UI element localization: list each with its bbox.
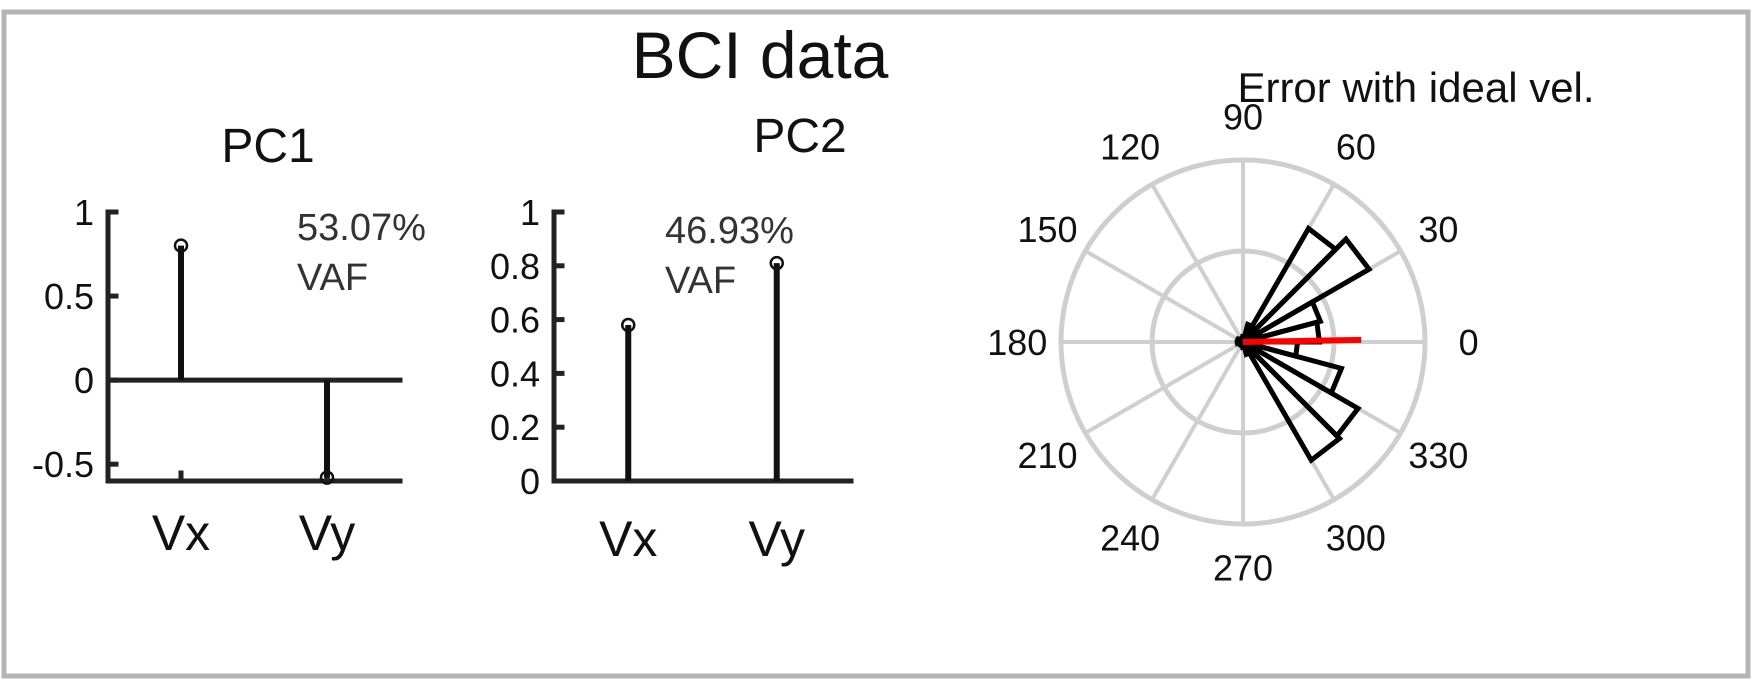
pc1-ytick-label: 0 [74, 360, 94, 401]
pc1-ytick-label: 0.5 [44, 276, 94, 317]
polar-angle-label: 90 [1223, 96, 1263, 137]
polar-ring [1058, 157, 1428, 527]
pc2-ytick-label: 0.2 [490, 407, 540, 448]
polar-mean-direction [1242, 336, 1362, 345]
pc1-vaf-label: VAF [297, 257, 368, 299]
polar-plot-area: 0 30 60 90 120 150 180 210 240 270 300 330 [987, 96, 1478, 588]
pc2-ytick-label: 0.4 [490, 353, 540, 394]
polar-angle-label: 150 [1018, 209, 1078, 250]
figure-frame [1, 9, 1751, 679]
pc1-vaf-percent: 53.07% [297, 207, 426, 249]
pc1-category-label: Vx [152, 505, 210, 561]
polar-bin-60 [1240, 321, 1256, 344]
polar-angle-label: 330 [1408, 435, 1468, 476]
polar-angle-label: 240 [1100, 517, 1160, 558]
pc1-marker-vy [319, 470, 335, 485]
pc2-chart: PC2 46.93% VAF 1 0.8 0.6 0.4 0.2 0 Vx Vy [490, 110, 854, 567]
polar-angle-label: 300 [1326, 517, 1386, 558]
pc2-category-label: Vx [599, 511, 657, 567]
polar-angle-label: 30 [1418, 209, 1458, 250]
pc1-category-label: Vy [299, 505, 356, 561]
figure-title: BCI data [632, 18, 889, 92]
polar-title: Error with ideal vel. [1237, 64, 1594, 111]
pc2-marker-vx [621, 317, 636, 333]
pc2-ytick-label: 0 [520, 461, 540, 502]
pc2-ytick-label: 1 [520, 192, 540, 233]
pc2-vaf-percent: 46.93% [665, 210, 794, 252]
pc2-category-label: Vy [749, 511, 806, 567]
pc1-ytick-label: -0.5 [32, 444, 94, 485]
pc1-chart: PC1 53.07% VAF 1 0.5 0 -0.5 Vx Vy [32, 120, 426, 561]
polar-angle-label: 210 [1018, 435, 1078, 476]
polar-angle-label: 120 [1100, 127, 1160, 168]
polar-chart: Error with ideal vel. 0 30 60 90 120 150 180 21… [987, 64, 1594, 589]
pc1-plot-area: 1 0.5 0 -0.5 Vx Vy [32, 192, 403, 561]
pc1-title: PC1 [221, 120, 314, 173]
pc1-ytick-label: 1 [74, 192, 94, 233]
pc2-plot-area: 1 0.8 0.6 0.4 0.2 0 Vx Vy [490, 192, 854, 567]
polar-bin-45 [1240, 224, 1340, 344]
pc2-vaf-label: VAF [665, 260, 736, 302]
polar-angle-label: 180 [987, 322, 1047, 363]
pc2-ytick-label: 0.8 [490, 246, 540, 287]
pc1-marker-vx [173, 238, 189, 253]
polar-angle-label: 0 [1459, 322, 1479, 363]
pc2-ytick-label: 0.6 [490, 300, 540, 341]
polar-angle-label: 270 [1213, 548, 1273, 589]
polar-angle-label: 60 [1336, 127, 1376, 168]
pc2-marker-vy [769, 255, 784, 271]
pc2-title: PC2 [753, 110, 846, 163]
